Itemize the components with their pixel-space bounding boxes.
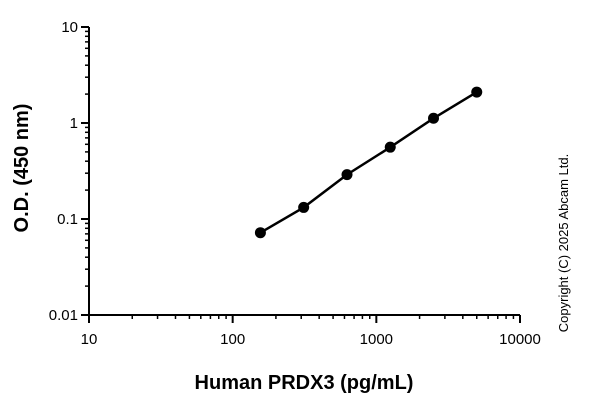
data-point	[471, 86, 483, 98]
data-point	[254, 227, 266, 239]
series-layer	[254, 86, 483, 239]
y-tick-label: 0.1	[57, 211, 78, 228]
x-axis-title: Human PRDX3 (pg/mL)	[195, 372, 414, 394]
series-line	[259, 91, 478, 234]
y-tick-label: 1	[70, 115, 78, 132]
copyright-text: Copyright (C) 2025 Abcam Ltd.	[556, 154, 571, 332]
data-point	[428, 112, 440, 124]
data-point	[341, 169, 353, 181]
x-tick-label: 10	[81, 331, 98, 348]
y-tick-label: 10	[61, 19, 78, 36]
axes: 10 100 1000 10000 0.01 0.1 1 10	[49, 19, 541, 348]
data-point	[298, 201, 310, 213]
x-tick-label: 100	[220, 331, 245, 348]
y-axis-title: O.D. (450 nm)	[11, 104, 33, 233]
x-tick-label: 10000	[499, 331, 541, 348]
y-tick-label: 0.01	[49, 307, 78, 324]
data-point	[384, 141, 396, 153]
x-tick-label: 1000	[360, 331, 393, 348]
